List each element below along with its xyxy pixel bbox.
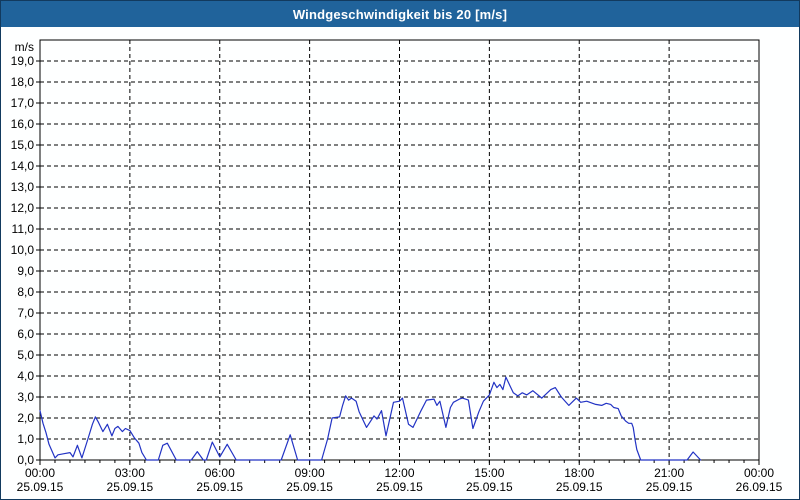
svg-text:18,0: 18,0 (11, 75, 35, 89)
svg-text:11,0: 11,0 (12, 222, 35, 236)
svg-text:25.09.15: 25.09.15 (376, 480, 423, 494)
svg-text:2,0: 2,0 (17, 411, 34, 425)
svg-text:09:00: 09:00 (295, 466, 325, 480)
svg-text:5,0: 5,0 (17, 348, 34, 362)
svg-text:m/s: m/s (15, 40, 34, 54)
svg-text:9,0: 9,0 (17, 264, 34, 278)
svg-text:1,0: 1,0 (17, 432, 34, 446)
svg-text:00:00: 00:00 (744, 466, 774, 480)
svg-text:26.09.15: 26.09.15 (736, 480, 783, 494)
svg-text:6,0: 6,0 (17, 327, 34, 341)
svg-text:8,0: 8,0 (17, 285, 34, 299)
svg-text:0,0: 0,0 (17, 453, 34, 467)
window-title: Windgeschwindigkeit bis 20 [m/s] (292, 6, 508, 22)
svg-text:15:00: 15:00 (474, 466, 504, 480)
svg-text:13,0: 13,0 (11, 180, 35, 194)
svg-text:7,0: 7,0 (17, 306, 34, 320)
svg-text:03:00: 03:00 (115, 466, 145, 480)
svg-text:06:00: 06:00 (205, 466, 235, 480)
svg-text:25.09.15: 25.09.15 (196, 480, 243, 494)
svg-text:19,0: 19,0 (11, 54, 35, 68)
svg-text:3,0: 3,0 (17, 390, 34, 404)
wind-speed-chart: 0,0 1,0 2,0 3,0 4,0 5,0 6,0 7,0 8,0 9,0 10,0 11,0 12… (11, 39, 783, 494)
svg-text:21:00: 21:00 (654, 466, 684, 480)
svg-text:18:00: 18:00 (564, 466, 594, 480)
title-bar: Windgeschwindigkeit bis 20 [m/s] (1, 1, 799, 27)
svg-text:25.09.15: 25.09.15 (17, 480, 64, 494)
svg-text:12:00: 12:00 (384, 466, 414, 480)
svg-text:25.09.15: 25.09.15 (646, 480, 693, 494)
svg-text:4,0: 4,0 (17, 369, 34, 383)
svg-text:25.09.15: 25.09.15 (107, 480, 154, 494)
svg-text:25.09.15: 25.09.15 (466, 480, 513, 494)
svg-text:12,0: 12,0 (11, 201, 35, 215)
svg-text:25.09.15: 25.09.15 (286, 480, 333, 494)
svg-text:25.09.15: 25.09.15 (556, 480, 603, 494)
svg-text:15,0: 15,0 (11, 138, 35, 152)
svg-text:17,0: 17,0 (11, 96, 35, 110)
chart-area: 0,0 1,0 2,0 3,0 4,0 5,0 6,0 7,0 8,0 9,0 10,0 11,0 12… (1, 27, 799, 499)
svg-text:14,0: 14,0 (11, 159, 35, 173)
svg-text:16,0: 16,0 (11, 117, 35, 131)
svg-text:10,0: 10,0 (11, 243, 35, 257)
svg-text:00:00: 00:00 (25, 466, 55, 480)
